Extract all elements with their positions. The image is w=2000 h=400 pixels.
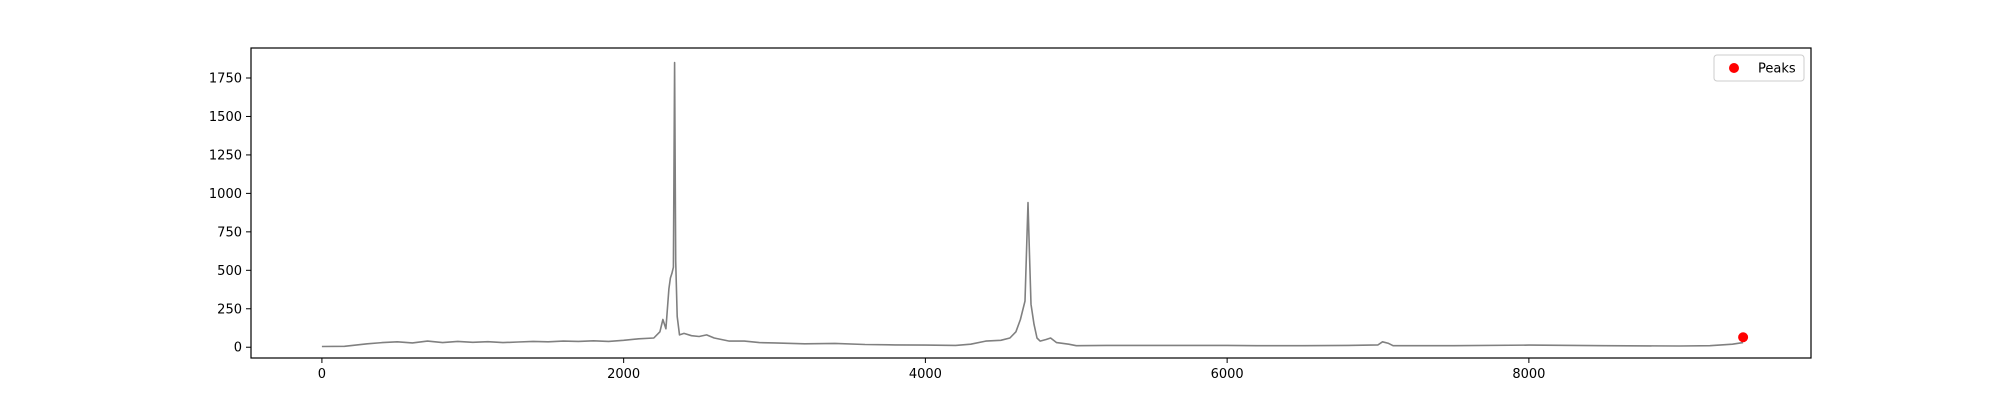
plot-frame [250, 47, 1812, 359]
y-tick-label: 1000 [209, 187, 242, 202]
series-layer [321, 61, 1744, 348]
legend-peaks-label: Peaks [1758, 62, 1796, 77]
y-tick-label: 0 [234, 341, 242, 356]
series-line [321, 61, 1744, 348]
x-tick-label: 8000 [1512, 367, 1545, 382]
axis-layer: 0 2000 4000 6000 8000 0 250 500 750 1000 1250 1500 1… [209, 72, 1546, 383]
peaks-layer [1738, 332, 1749, 343]
y-tick-label: 1750 [209, 72, 242, 87]
y-tick-label: 1500 [209, 110, 242, 125]
x-tick-label: 2000 [607, 367, 640, 382]
x-tick-label: 0 [318, 367, 326, 382]
x-tick-label: 6000 [1211, 367, 1244, 382]
legend-peaks-marker [1729, 63, 1739, 73]
y-tick-label: 250 [217, 302, 242, 317]
legend: Peaks [1713, 54, 1805, 82]
y-tick-label: 500 [217, 264, 242, 279]
y-tick-label: 1250 [209, 148, 242, 163]
legend-box [1713, 54, 1805, 82]
x-tick-label: 4000 [909, 367, 942, 382]
y-tick-label: 750 [217, 225, 242, 240]
peak-marker [1738, 332, 1749, 343]
